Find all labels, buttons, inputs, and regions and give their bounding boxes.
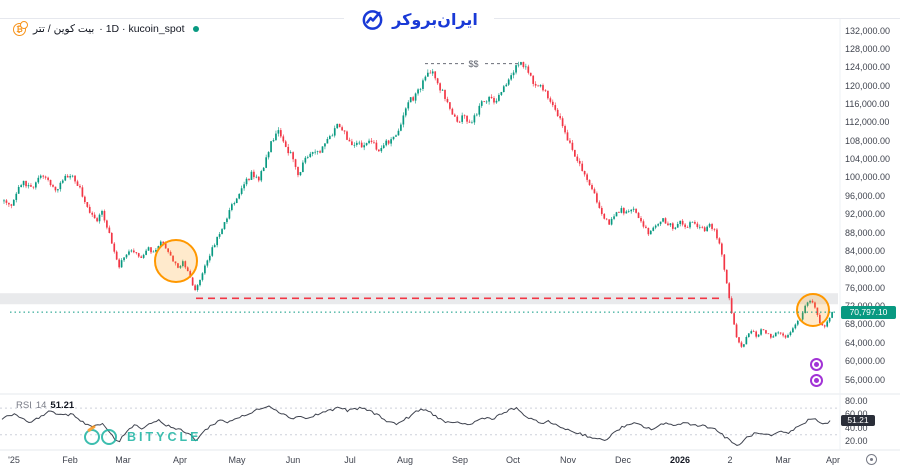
rsi-tick-label: 40.00 — [845, 422, 868, 433]
time-tick-label: Apr — [172, 455, 188, 465]
rsi-legend[interactable]: RSI 14 51.21 — [16, 400, 74, 411]
price-tick-label: 64,000.00 — [845, 337, 886, 348]
brand-name: ایران‌بروکر — [392, 11, 478, 29]
price-tick-label: 92,000.00 — [845, 209, 886, 220]
rsi-period: 14 — [35, 400, 47, 411]
price-tick-label: 120,000.00 — [845, 80, 891, 91]
rsi-tick-label: 60.00 — [845, 409, 868, 419]
rsi-tick-label: 20.00 — [845, 435, 868, 446]
iranbroker-icon — [362, 10, 383, 30]
rsi-value-badge: 51.21 — [841, 415, 875, 427]
rsi-label: RSI — [16, 400, 32, 411]
price-tick-label: 96,000.00 — [845, 190, 886, 201]
time-tick-label: Feb — [62, 455, 78, 465]
time-tick-label: Mar — [775, 455, 791, 465]
bitycle-watermark: BITYCLE — [84, 424, 202, 446]
time-tick-label: Jun — [285, 455, 301, 465]
time-tick-label: Apr — [825, 455, 841, 465]
time-tick-label: Oct — [505, 455, 521, 465]
price-tick-label: 80,000.00 — [845, 264, 886, 275]
highlight-circle-annotation[interactable] — [796, 293, 830, 327]
time-tick-label: Aug — [396, 455, 414, 465]
time-tick-label: May — [228, 455, 246, 465]
price-tick-label: 112,000.00 — [845, 117, 890, 128]
brand-header: ایران‌بروکر — [0, 4, 838, 37]
price-tick-label: 132,000.00 — [845, 25, 891, 36]
time-tick-label: 2026 — [669, 455, 691, 465]
price-tick-label: 56,000.00 — [845, 374, 886, 385]
price-tick-label: 104,000.00 — [845, 154, 891, 165]
time-tick-label: 2 — [727, 455, 733, 465]
price-tick-label: 108,000.00 — [845, 135, 891, 146]
time-tick-label: '25 — [8, 455, 20, 465]
price-tick-label: 128,000.00 — [845, 43, 891, 54]
current-price-badge: 70,797.10 — [841, 305, 896, 319]
rsi-tick-label: 80.00 — [845, 396, 868, 406]
market-status-dot — [192, 25, 199, 32]
symbol-legend[interactable]: ₿ بیت کوین / تتر · 1D · kucoin_spot — [13, 21, 199, 36]
iranbroker-logo[interactable]: ایران‌بروکر — [344, 4, 494, 37]
time-tick-label: Sep — [451, 455, 469, 465]
candles-group — [3, 61, 833, 348]
legend-details: · 1D · kucoin_spot — [99, 22, 185, 35]
price-tick-label: 60,000.00 — [845, 356, 886, 367]
time-tick-label: Mar — [115, 455, 131, 465]
pair-name: بیت کوین / تتر — [33, 22, 95, 35]
price-tick-label: 68,000.00 — [845, 319, 886, 330]
bitycle-logo-text: BITYCLE — [127, 430, 202, 444]
rsi-line[interactable] — [1, 405, 831, 446]
rsi-value: 51.21 — [50, 400, 75, 411]
circle-marker-icon[interactable] — [810, 374, 823, 387]
time-tick-label: Nov — [559, 455, 577, 465]
price-tick-label: 116,000.00 — [845, 98, 890, 109]
bitycle-logo-icon — [84, 424, 120, 446]
price-tick-label: 84,000.00 — [845, 245, 886, 256]
price-tick-label: 76,000.00 — [845, 282, 886, 293]
price-tick-label: 124,000.00 — [845, 62, 891, 73]
timezone-target-icon[interactable] — [866, 454, 877, 465]
price-tick-label: 88,000.00 — [845, 227, 886, 238]
price-tick-label: 100,000.00 — [845, 172, 891, 183]
circle-marker-icon[interactable] — [810, 358, 823, 371]
time-tick-label: Dec — [614, 455, 632, 465]
bitcoin-pair-icon: ₿ — [13, 21, 28, 36]
double-top-annotation-label[interactable]: $$ — [465, 58, 482, 69]
time-tick-label: Jul — [344, 455, 356, 465]
highlight-circle-annotation[interactable] — [154, 239, 198, 283]
